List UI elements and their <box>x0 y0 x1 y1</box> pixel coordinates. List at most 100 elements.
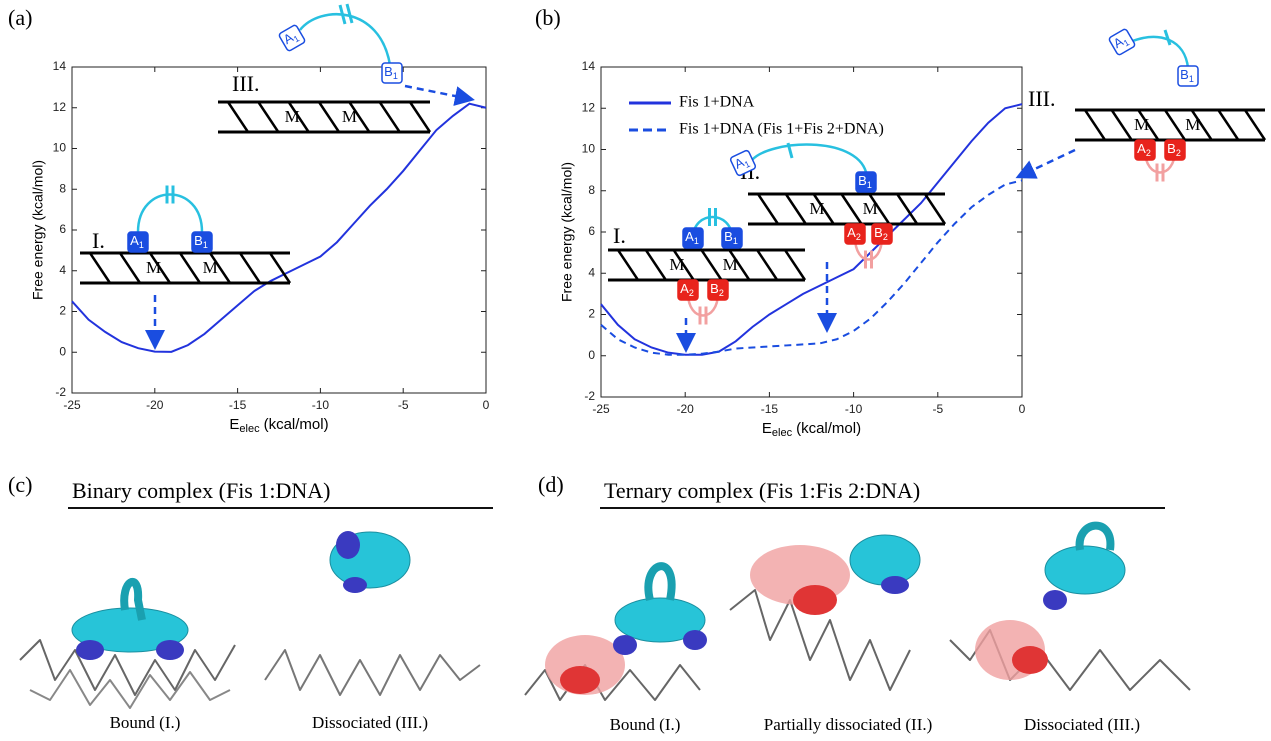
x-label-symbol: E <box>762 420 772 437</box>
dna-rung <box>148 252 172 284</box>
series-line <box>600 103 1023 356</box>
domain-letter: B <box>724 229 733 244</box>
dna-rung <box>783 249 807 281</box>
domain-letter: A <box>130 233 139 248</box>
linker <box>686 292 720 317</box>
linker-helix <box>345 3 354 24</box>
domain-copy: 1 <box>733 236 738 246</box>
panel-heading: Binary complex (Fis 1:DNA) <box>72 478 330 503</box>
domain-letter: A <box>680 281 689 296</box>
domain: A2 <box>677 279 699 301</box>
molecule-images <box>19 521 1191 709</box>
state-label: I. <box>92 228 105 253</box>
domain-box <box>278 24 306 52</box>
y-tick-label: 0 <box>59 344 66 358</box>
domain-label: A1 <box>685 229 699 246</box>
linker <box>853 236 884 261</box>
domain-copy: 1 <box>743 159 752 170</box>
site-label: M <box>146 258 161 277</box>
domain-copy: 1 <box>139 240 144 250</box>
domain-copy: 1 <box>203 240 208 250</box>
domain-letter: A <box>847 225 856 240</box>
dna-rung <box>756 249 779 281</box>
dna-rung <box>1163 109 1187 141</box>
domain-label: B2 <box>874 225 888 242</box>
x-tick-label: -5 <box>398 398 409 412</box>
x-tick-label: -15 <box>761 402 779 416</box>
domain-box <box>677 279 699 301</box>
domain-label: B1 <box>724 229 738 246</box>
domain-copy: 1 <box>292 34 301 45</box>
x-axis-label: Eelec (kcal/mol) <box>229 416 328 435</box>
panel-label: (c) <box>8 472 32 497</box>
x-label-symbol: E <box>229 416 239 433</box>
y-tick-label: 8 <box>588 183 595 197</box>
domain-label: B1 <box>384 64 398 81</box>
dna-rung <box>178 252 202 284</box>
dna-rung <box>756 193 780 225</box>
linker-helix <box>338 4 347 25</box>
caption: Dissociated (III.) <box>312 713 428 732</box>
dna-rung <box>118 252 142 284</box>
domain-label: B1 <box>858 173 872 190</box>
dna-rung <box>238 252 262 284</box>
panel-label: (d) <box>538 472 564 497</box>
state-label: I. <box>613 223 626 248</box>
domain-copy: 2 <box>689 288 694 298</box>
domain: A1 <box>127 231 149 253</box>
x-tick-label: 0 <box>1019 402 1026 416</box>
domain-copy: 1 <box>694 236 699 246</box>
plot-frame <box>600 66 1023 398</box>
site-label: M <box>809 199 824 218</box>
domain-box <box>1177 65 1199 87</box>
domain-box <box>721 227 743 249</box>
dna-rung <box>1110 109 1133 141</box>
domain-label: B1 <box>194 233 208 250</box>
domain-copy: 2 <box>1146 148 1151 158</box>
domain: A1 <box>729 149 757 177</box>
domain-copy: 1 <box>393 71 398 81</box>
y-tick-label: 8 <box>59 181 66 195</box>
y-axis-label: Free energy (kcal/mol) <box>559 162 575 302</box>
domain: A1 <box>682 227 704 249</box>
domain: B2 <box>1164 139 1186 161</box>
dna-rung <box>812 193 835 225</box>
domain-box <box>381 62 403 84</box>
y-tick-label: 6 <box>59 222 66 236</box>
dna-rung <box>208 252 232 284</box>
series-line <box>600 179 1023 356</box>
plot-frame <box>71 66 487 394</box>
domain: A2 <box>844 223 866 245</box>
legend-label: Fis 1+DNA (Fis 1+Fis 2+DNA) <box>679 121 884 138</box>
domain-box <box>1134 139 1156 161</box>
site-label: M <box>1185 115 1200 134</box>
domain-label: A2 <box>847 225 861 242</box>
dna-rung <box>226 101 250 133</box>
domain: B1 <box>381 62 403 84</box>
domain-copy: 2 <box>719 288 724 298</box>
state-label: III. <box>232 71 259 96</box>
domain-label: B2 <box>1167 141 1181 158</box>
dna-rung <box>616 249 640 281</box>
dna-rung <box>1217 109 1240 141</box>
domain: A1 <box>278 24 306 52</box>
domain-letter: B <box>384 64 393 79</box>
site-label: M <box>285 107 300 126</box>
domain-box <box>191 231 213 253</box>
site-label: M <box>1134 115 1149 134</box>
domain-label: A2 <box>1137 141 1151 158</box>
linker <box>751 143 868 173</box>
dna-rung <box>868 193 891 225</box>
domain-label: B1 <box>1180 67 1194 84</box>
domain-letter: B <box>194 233 203 248</box>
domain-copy: 2 <box>1176 148 1181 158</box>
domain-box <box>729 149 757 177</box>
domain-box <box>1164 139 1186 161</box>
x-tick-label: -25 <box>592 402 610 416</box>
domain: B1 <box>855 171 877 193</box>
panel-label: (a) <box>8 5 32 30</box>
domain: A2 <box>1134 139 1156 161</box>
domain-copy: 1 <box>1122 38 1131 49</box>
dna-rung <box>287 101 310 133</box>
dna-rung <box>348 101 371 133</box>
